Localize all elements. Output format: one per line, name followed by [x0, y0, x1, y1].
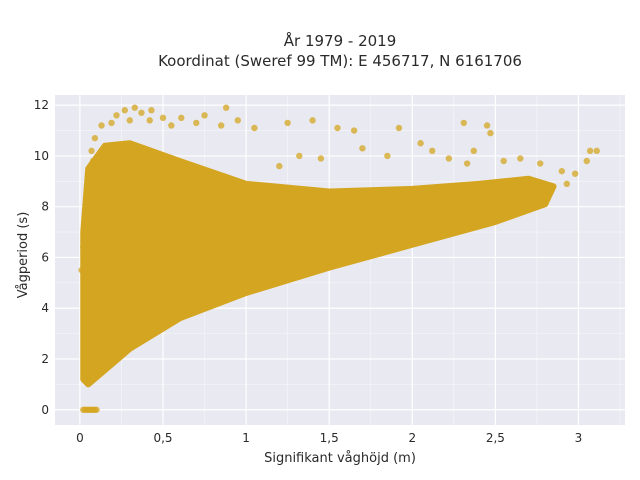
data-point — [276, 162, 283, 170]
data-point — [168, 122, 175, 129]
data-point — [78, 266, 85, 274]
x-tick-label: 0,5 — [153, 431, 172, 445]
tick-labels: 0 0,5 1 1,5 2 2,5 3 0 2 4 6 8 10 12 — [34, 98, 583, 445]
data-point — [537, 160, 544, 167]
data-point — [593, 147, 600, 155]
data-point — [98, 122, 105, 129]
data-point — [586, 147, 594, 155]
data-point — [113, 112, 120, 119]
data-point — [460, 119, 468, 127]
data-point — [583, 157, 590, 165]
y-axis-label: Vågperiod (s) — [16, 212, 31, 299]
data-point — [558, 167, 566, 175]
data-point — [251, 124, 258, 132]
data-point — [470, 147, 477, 155]
data-point — [85, 173, 92, 180]
data-point — [487, 129, 494, 137]
data-point — [483, 122, 491, 129]
data-point — [395, 124, 403, 132]
data-point — [85, 218, 92, 226]
data-point — [126, 117, 133, 124]
data-point — [80, 244, 87, 251]
y-tick-label: 10 — [34, 149, 49, 163]
dense-point-cloud — [80, 140, 557, 388]
data-point — [463, 160, 471, 167]
data-point — [429, 147, 436, 155]
data-point — [359, 145, 366, 152]
data-point — [571, 170, 579, 177]
y-tick-label: 8 — [41, 200, 49, 214]
chart-title-line1: År 1979 - 2019 — [284, 31, 397, 50]
data-point — [121, 107, 128, 114]
data-point — [384, 152, 391, 160]
x-tick-label: 1,5 — [320, 431, 339, 445]
data-point — [517, 155, 524, 162]
data-point — [138, 109, 145, 116]
data-point — [88, 147, 95, 155]
x-tick-label: 0 — [76, 431, 84, 445]
x-tick-label: 2,5 — [486, 431, 505, 445]
data-point — [148, 107, 155, 114]
data-point — [217, 122, 225, 129]
data-point — [193, 119, 200, 127]
data-point — [284, 119, 291, 127]
data-point — [445, 155, 453, 162]
x-tick-label: 2 — [408, 431, 416, 445]
data-point — [108, 119, 115, 127]
y-tick-label: 4 — [41, 301, 49, 315]
data-point — [222, 104, 230, 111]
data-point — [334, 124, 341, 132]
y-tick-label: 12 — [34, 98, 49, 112]
data-point — [296, 152, 303, 160]
chart-title-line2: Koordinat (Sweref 99 TM): E 456717, N 61… — [158, 52, 522, 70]
data-point — [90, 157, 97, 165]
data-points — [78, 104, 600, 413]
x-tick-label: 1 — [242, 431, 250, 445]
data-point — [178, 114, 185, 122]
data-point — [146, 117, 153, 124]
data-point — [350, 127, 358, 134]
data-point — [417, 140, 424, 147]
data-point — [159, 114, 167, 122]
data-point — [500, 157, 507, 165]
data-point — [317, 155, 325, 162]
data-point-zero — [93, 406, 100, 413]
x-tick-label: 3 — [575, 431, 583, 445]
y-tick-label: 6 — [41, 250, 49, 264]
data-point — [131, 104, 138, 111]
data-point — [563, 180, 571, 188]
x-axis-label: Signifikant våghöjd (m) — [264, 451, 416, 466]
data-point — [309, 117, 316, 124]
data-point — [201, 112, 208, 119]
y-tick-label: 2 — [41, 352, 49, 366]
data-point — [91, 134, 99, 142]
data-point — [234, 117, 241, 124]
y-tick-label: 0 — [41, 403, 49, 417]
